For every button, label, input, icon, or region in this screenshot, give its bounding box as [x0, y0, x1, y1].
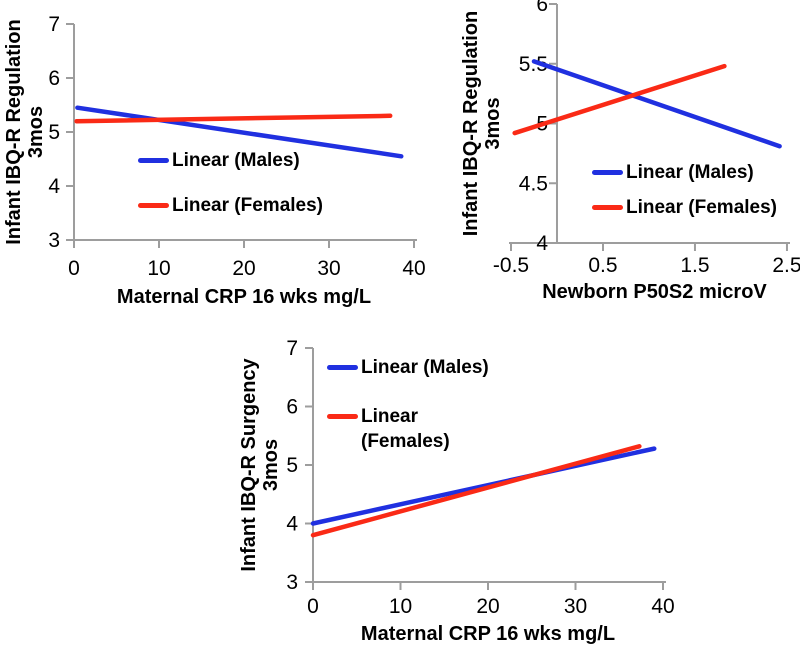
trend-line-females — [74, 113, 393, 124]
x-tick-label: 40 — [402, 257, 425, 280]
x-axis-title: Maternal CRP 16 wks mg/L — [117, 286, 371, 308]
y-tick-label: 5 — [48, 121, 60, 144]
regulation-crp-plot: 3 4 5 6 7 0 10 20 30 40 Maternal CRP 16 wks mg/L In… — [3, 13, 426, 308]
x-tick-label: 0 — [68, 257, 80, 280]
x-tick-label: -0.5 — [493, 254, 529, 277]
y-tick-label: 6 — [536, 0, 548, 16]
y-tick-label: 4.5 — [519, 172, 548, 195]
y-tick-label: 6 — [286, 396, 298, 419]
y-axis-title-line: 3mos — [482, 97, 504, 149]
y-tick-label: 5 — [286, 454, 298, 477]
y-tick-label: 4 — [48, 175, 60, 198]
trend-line-males — [531, 59, 782, 149]
x-tick-label: 10 — [147, 257, 170, 280]
x-axis-title: Maternal CRP 16 wks mg/L — [361, 623, 615, 645]
y-tick-label: 4 — [286, 513, 298, 536]
y-tick-label: 5.5 — [519, 53, 548, 76]
y-tick-label: 7 — [286, 337, 298, 360]
x-tick-label: 2.5 — [772, 254, 800, 277]
trend-line-males — [75, 105, 404, 159]
x-tick-label: 10 — [389, 595, 412, 618]
x-tick-label: 1.5 — [680, 254, 709, 277]
x-tick-label: 30 — [317, 257, 340, 280]
y-tick-label: 7 — [48, 13, 60, 36]
trend-line-females — [512, 63, 727, 136]
y-tick-label: 4 — [536, 232, 548, 255]
y-axis-title-line: Infant IBQ-R Surgency — [238, 357, 260, 571]
x-axis-title: Newborn P50S2 microV — [542, 281, 767, 303]
trend-line-males — [310, 446, 657, 526]
y-axis-title-line: Infant IBQ-R Regulation — [460, 11, 482, 237]
y-axis-title-line: 3mos — [260, 439, 282, 491]
x-tick-label: 30 — [564, 595, 587, 618]
chart-regulation-vs-maternal-crp: 3 4 5 6 7 0 10 20 30 40 Maternal CRP 16 wks mg/L In… — [0, 0, 426, 310]
y-tick-label: 3 — [48, 229, 60, 252]
y-tick-label: 6 — [48, 67, 60, 90]
trend-line-females — [310, 444, 642, 538]
surgency-crp-plot: 3 4 5 6 7 0 10 20 30 40 Maternal CRP 16 wks mg/L In… — [238, 337, 675, 645]
x-tick-label: 40 — [651, 595, 674, 618]
y-axis-title-line: Infant IBQ-R Regulation — [3, 19, 25, 245]
y-axis-title-line: 3mos — [25, 106, 47, 158]
x-tick-label: 0 — [307, 595, 319, 618]
x-tick-label: 20 — [232, 257, 255, 280]
x-tick-label: 0.5 — [588, 254, 617, 277]
chart-surgency-vs-maternal-crp: 3 4 5 6 7 0 10 20 30 40 Maternal CRP 16 wks mg/L In… — [180, 325, 700, 645]
x-tick-label: 20 — [476, 595, 499, 618]
y-tick-label: 3 — [286, 571, 298, 594]
